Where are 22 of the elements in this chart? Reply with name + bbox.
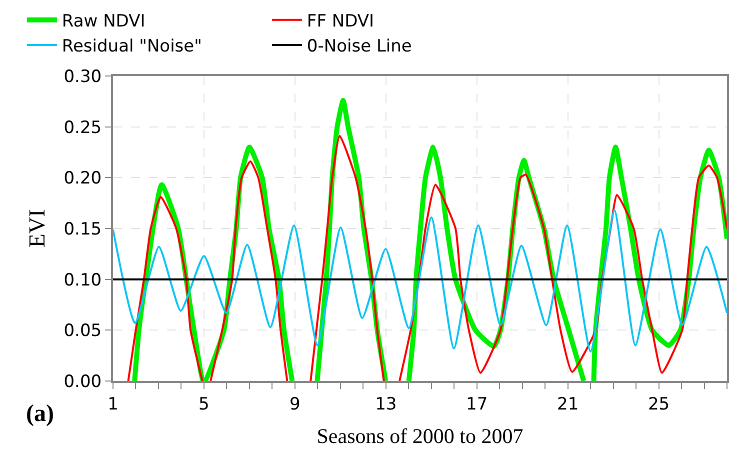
y-tick-label: 0.25 bbox=[64, 118, 102, 138]
y-tick-label: 0.30 bbox=[64, 66, 102, 87]
x-tick-label: 5 bbox=[198, 394, 210, 414]
x-tick-label: 21 bbox=[556, 394, 579, 414]
y-tick-label: 0.20 bbox=[64, 168, 102, 189]
x-tick-label: 17 bbox=[466, 394, 488, 414]
legend-label: Raw NDVI bbox=[62, 12, 146, 32]
x-tick-label: 25 bbox=[648, 394, 670, 414]
legend-label: FF NDVI bbox=[306, 12, 374, 32]
text: (a) bbox=[26, 401, 54, 427]
legend-label: Residual "Noise" bbox=[62, 36, 202, 57]
y-tick-label: 0.10 bbox=[64, 270, 102, 290]
y-axis-title: EVI bbox=[24, 209, 50, 248]
legend-label: 0-Noise Line bbox=[306, 36, 412, 57]
x-tick-label: 13 bbox=[375, 394, 397, 414]
x-tick-label: 9 bbox=[290, 394, 300, 414]
line-series bbox=[113, 209, 727, 353]
y-tick-label: 0.15 bbox=[64, 219, 102, 240]
x-axis-title: Seasons of 2000 to 2007 bbox=[316, 424, 524, 448]
y-tick-label: 0.00 bbox=[64, 372, 102, 392]
y-tick-label: 0.05 bbox=[64, 321, 102, 342]
x-tick-label: 1 bbox=[108, 394, 118, 414]
